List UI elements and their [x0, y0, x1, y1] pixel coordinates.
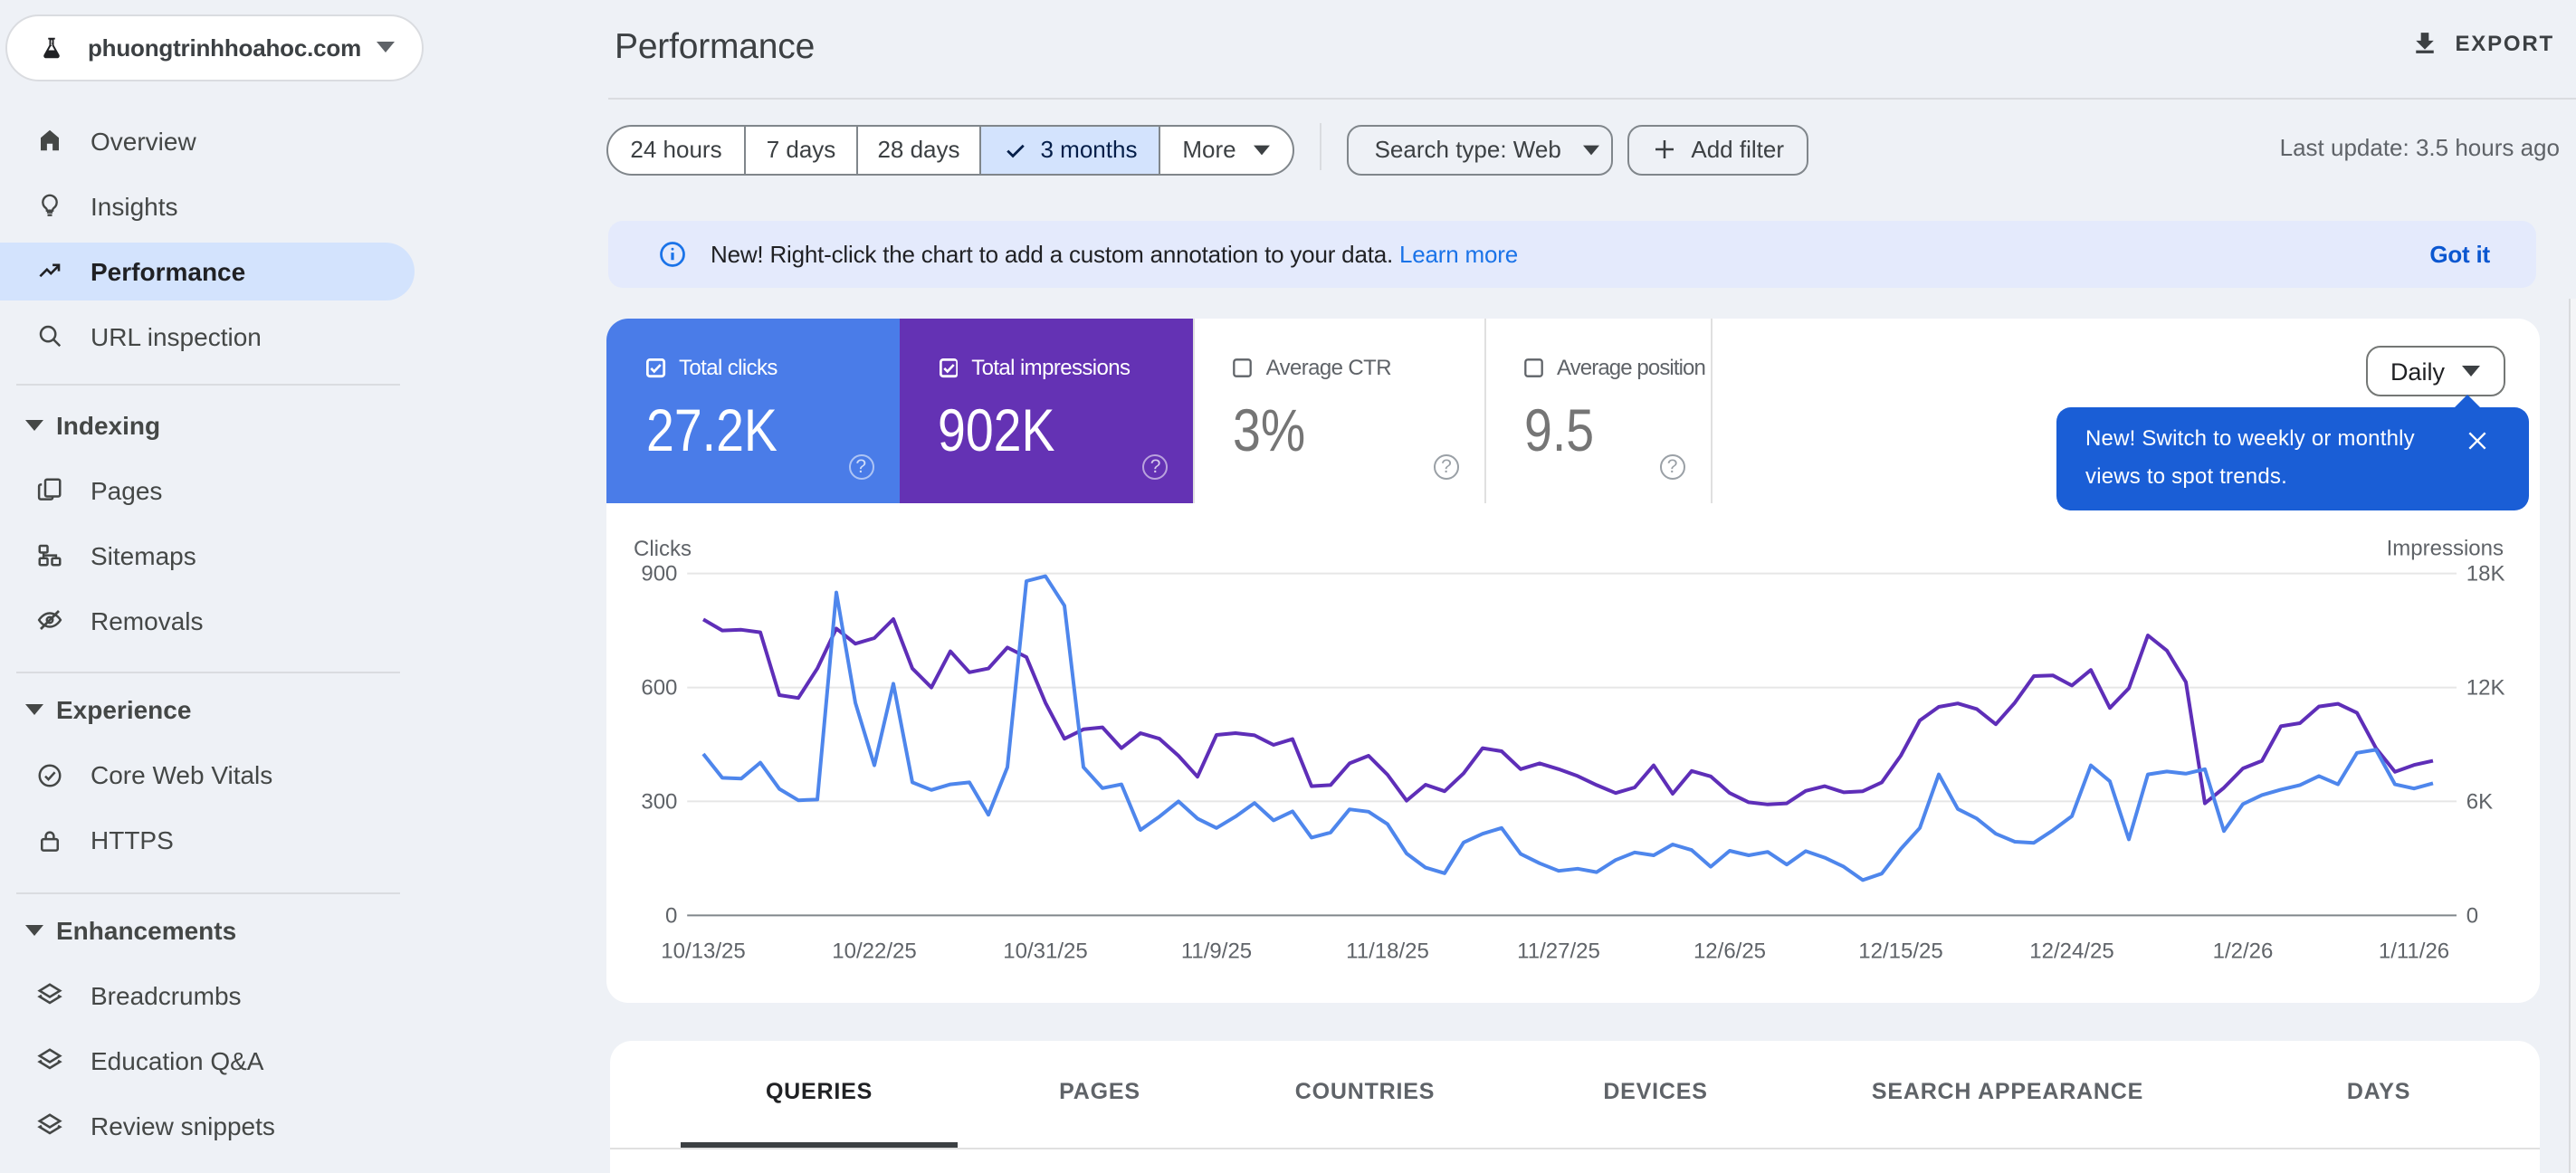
svg-text:Clicks: Clicks [634, 537, 692, 561]
svg-text:12/6/25: 12/6/25 [1693, 939, 1766, 963]
svg-text:11/9/25: 11/9/25 [1181, 939, 1252, 963]
svg-text:11/18/25: 11/18/25 [1346, 939, 1429, 963]
svg-text:10/31/25: 10/31/25 [1003, 939, 1087, 963]
svg-text:900: 900 [641, 562, 677, 586]
svg-text:300: 300 [641, 789, 677, 814]
svg-text:0: 0 [2466, 903, 2478, 928]
svg-text:12/15/25: 12/15/25 [1858, 939, 1942, 963]
svg-text:1/11/26: 1/11/26 [2379, 939, 2449, 963]
svg-text:10/22/25: 10/22/25 [832, 939, 916, 963]
svg-text:10/13/25: 10/13/25 [661, 939, 745, 963]
svg-text:0: 0 [665, 903, 677, 928]
svg-text:Impressions: Impressions [2387, 536, 2504, 560]
svg-text:1/2/26: 1/2/26 [2213, 939, 2274, 963]
svg-text:12K: 12K [2466, 676, 2505, 701]
svg-text:11/27/25: 11/27/25 [1517, 939, 1600, 963]
svg-text:6K: 6K [2466, 789, 2493, 814]
svg-text:18K: 18K [2466, 562, 2505, 586]
svg-text:12/24/25: 12/24/25 [2029, 939, 2113, 963]
svg-text:600: 600 [641, 676, 677, 701]
